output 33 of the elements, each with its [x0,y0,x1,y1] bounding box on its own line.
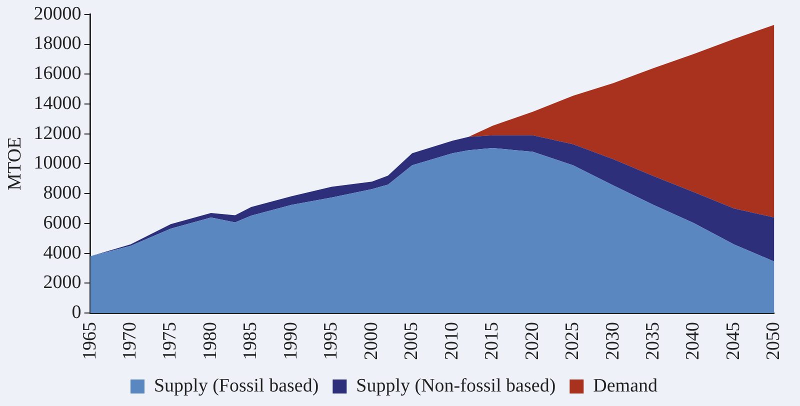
y-tick-label: 12000 [34,122,82,144]
x-tick-label: 2040 [682,322,704,360]
x-tick-label: 1980 [200,322,221,360]
x-tick-label: 2035 [642,322,664,360]
y-tick-label: 18000 [34,33,82,54]
y-axis-title: MTOE [4,136,26,190]
y-tick-label: 0 [72,302,82,323]
y-tick-label: 2000 [43,272,82,294]
x-tick-label: 2000 [360,322,382,360]
y-tick-label: 16000 [34,63,82,84]
x-tick-label: 2030 [602,322,624,360]
x-tick-label: 2025 [562,322,584,360]
y-tick-label: 6000 [43,212,82,234]
x-tick-label: 2005 [401,322,422,360]
x-tick-label: 2045 [722,322,744,360]
x-tick-label: 2050 [763,322,784,360]
x-tick-label: 2010 [441,322,462,360]
legend-label: Supply (Non-fossil based) [356,375,556,396]
x-tick-label: 1975 [160,322,181,360]
y-tick-label: 10000 [34,152,82,174]
y-tick-label: 20000 [34,3,82,24]
y-tick-label: 4000 [43,242,82,264]
x-tick-label: 2020 [522,322,543,360]
y-tick-label: 14000 [34,92,82,114]
legend-label: Supply (Fossil based) [154,375,319,396]
x-tick-label: 1995 [320,322,342,360]
x-tick-label: 1985 [240,322,262,360]
x-tick-label: 1970 [120,322,141,360]
legend-label: Demand [593,375,658,396]
y-tick-label: 8000 [43,182,82,204]
x-tick-label: 1990 [280,322,302,360]
x-tick-label: 1965 [79,322,100,360]
x-tick-label: 2015 [482,322,503,360]
